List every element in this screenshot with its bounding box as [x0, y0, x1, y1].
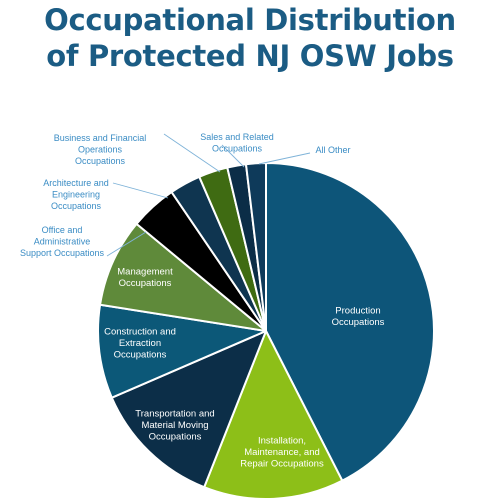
pie-labels: Production Occupations Installation, Mainte…	[20, 132, 385, 470]
leader-line-10	[258, 152, 311, 165]
callout-label-10: All Other	[315, 145, 350, 155]
slice-label-4: Construction and Extraction Occupations	[104, 327, 176, 361]
callout-label-6: Office and Administrative Support Occupati…	[20, 225, 105, 258]
slice-label-5: Management Occupations	[117, 266, 173, 289]
leader-line-9	[221, 144, 245, 168]
pie-slice-5	[99, 222, 267, 332]
slice-label-2: Installation, Maintenance, and Repair Occu…	[240, 436, 324, 470]
pie-slice-2	[203, 330, 344, 500]
slice-label-3: Transportation and Material Moving Occupat…	[135, 409, 214, 443]
chart-title-line-2: of Protected NJ OSW Jobs	[46, 39, 454, 73]
pie-slice-1	[265, 162, 435, 482]
pie-slice-4	[97, 303, 267, 399]
leader-line-8	[163, 133, 221, 173]
leader-line-7	[112, 182, 169, 199]
leader-line-6	[106, 231, 147, 257]
pie-slice-10	[244, 162, 267, 332]
chart-title: Occupational Distribution of Protected N…	[0, 2, 500, 74]
callout-label-7: Architecture and Engineering Occupations	[43, 178, 109, 211]
pie-slice-3	[110, 330, 267, 489]
callout-label-8: Business and Financial Operations Occupati…	[54, 133, 147, 166]
pie-slices	[97, 162, 435, 500]
slice-label-1: Production Occupations	[332, 305, 385, 328]
callout-label-9: Sales and Related Occupations	[200, 132, 274, 154]
chart-title-line-1: Occupational Distribution	[44, 3, 456, 37]
